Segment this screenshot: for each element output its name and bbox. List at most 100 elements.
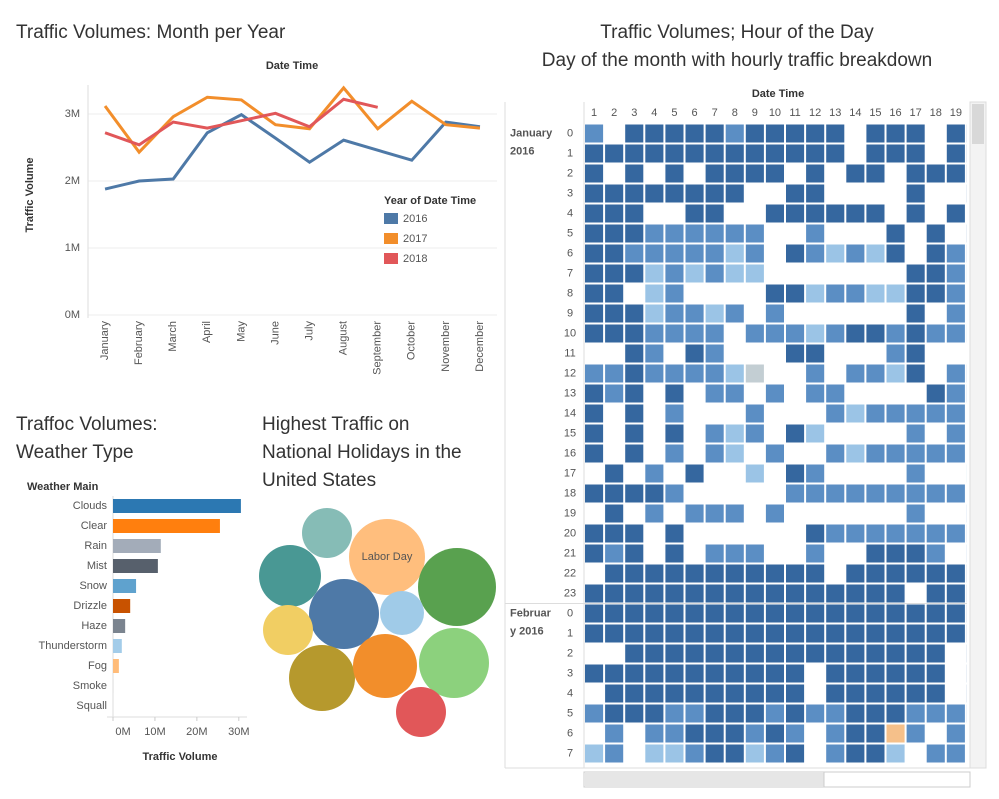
bubble-title: Highest Traffic on — [262, 414, 410, 435]
heat-cell — [826, 244, 845, 263]
heat-cell — [846, 724, 865, 743]
heat-cell — [645, 244, 664, 263]
heat-cell — [765, 284, 784, 303]
x-tick-label: September — [372, 321, 384, 375]
column-label: 9 — [752, 107, 758, 119]
heat-cell — [705, 204, 724, 223]
legend-label: 2017 — [403, 233, 427, 245]
bar-label: Drizzle — [73, 600, 107, 612]
heat-cell — [886, 724, 905, 743]
legend-swatch — [384, 213, 398, 224]
heat-cell — [806, 524, 825, 543]
bubble — [396, 687, 446, 737]
heat-cell — [585, 444, 604, 463]
heat-cell — [665, 664, 684, 683]
heat-cell — [625, 664, 644, 683]
heat-cell — [846, 664, 865, 683]
row-label: 4 — [567, 207, 573, 219]
bubble — [289, 645, 355, 711]
heat-cell — [605, 604, 624, 623]
heat-cell — [585, 264, 604, 283]
heat-cell — [946, 584, 965, 603]
heat-cell — [866, 604, 885, 623]
heat-cell — [966, 264, 967, 283]
column-label: 11 — [789, 107, 800, 119]
x-tick-label: 20M — [186, 726, 207, 738]
heat-cell — [665, 384, 684, 403]
heat-cell — [725, 724, 744, 743]
heat-cell — [886, 144, 905, 163]
bubble — [419, 628, 489, 698]
heat-cell — [745, 684, 764, 703]
heat-cell — [886, 244, 905, 263]
heatmap-header: Date Time — [752, 88, 804, 100]
bubble-title: United States — [262, 470, 376, 491]
heat-cell — [665, 284, 684, 303]
heat-cell — [906, 144, 925, 163]
heat-cell — [605, 144, 624, 163]
heat-cell — [826, 664, 845, 683]
heat-cell — [585, 184, 604, 203]
row-label: 10 — [564, 327, 576, 339]
heat-cell — [725, 144, 744, 163]
heat-cell — [826, 604, 845, 623]
heat-cell — [826, 124, 845, 143]
heat-cell — [605, 284, 624, 303]
heat-cell — [966, 364, 967, 383]
row-label: 13 — [564, 387, 576, 399]
column-label: 1 — [591, 107, 597, 119]
bubble — [263, 605, 313, 655]
legend-title: Year of Date Time — [384, 195, 476, 207]
heat-cell — [585, 624, 604, 643]
group-label: January — [510, 127, 553, 139]
heat-cell — [645, 124, 664, 143]
v-scrollbar[interactable] — [969, 101, 987, 769]
row-label: 14 — [564, 407, 576, 419]
heat-cell — [886, 684, 905, 703]
heat-cell — [765, 444, 784, 463]
heat-cell — [765, 124, 784, 143]
heat-cell — [705, 704, 724, 723]
heat-cell — [585, 484, 604, 503]
heat-cell — [765, 204, 784, 223]
heat-cell — [886, 364, 905, 383]
heat-cell — [665, 244, 684, 263]
column-label: 15 — [869, 107, 881, 119]
heat-cell — [846, 524, 865, 543]
heat-cell — [866, 484, 885, 503]
x-tick-label: January — [99, 321, 111, 361]
heat-cell — [685, 244, 704, 263]
heat-cell — [585, 404, 604, 423]
heat-cell — [665, 264, 684, 283]
heat-cell — [866, 724, 885, 743]
row-label: 7 — [567, 267, 573, 279]
column-label: 13 — [829, 107, 841, 119]
heat-cell — [946, 604, 965, 623]
heat-cell — [665, 684, 684, 703]
heat-cell — [665, 484, 684, 503]
heat-cell — [645, 304, 664, 323]
heat-cell — [906, 164, 925, 183]
heat-cell — [725, 224, 744, 243]
v-scroll-thumb[interactable] — [972, 104, 984, 144]
heat-cell — [786, 744, 805, 763]
h-scroll-thumb[interactable] — [585, 773, 824, 786]
column-label: 6 — [691, 107, 697, 119]
heat-cell — [725, 304, 744, 323]
heat-cell — [585, 304, 604, 323]
heat-cell — [685, 324, 704, 343]
heat-cell — [806, 164, 825, 183]
heat-cell — [926, 544, 945, 563]
heat-cell — [685, 184, 704, 203]
heat-cell — [906, 724, 925, 743]
heat-cell — [645, 464, 664, 483]
heat-cell — [966, 384, 967, 403]
heat-cell — [705, 344, 724, 363]
x-tick-label: November — [440, 321, 452, 372]
heat-cell — [605, 204, 624, 223]
heat-cell — [966, 564, 967, 583]
heat-cell — [906, 544, 925, 563]
heat-cell — [705, 584, 724, 603]
bubble — [309, 579, 379, 649]
heat-cell — [906, 284, 925, 303]
